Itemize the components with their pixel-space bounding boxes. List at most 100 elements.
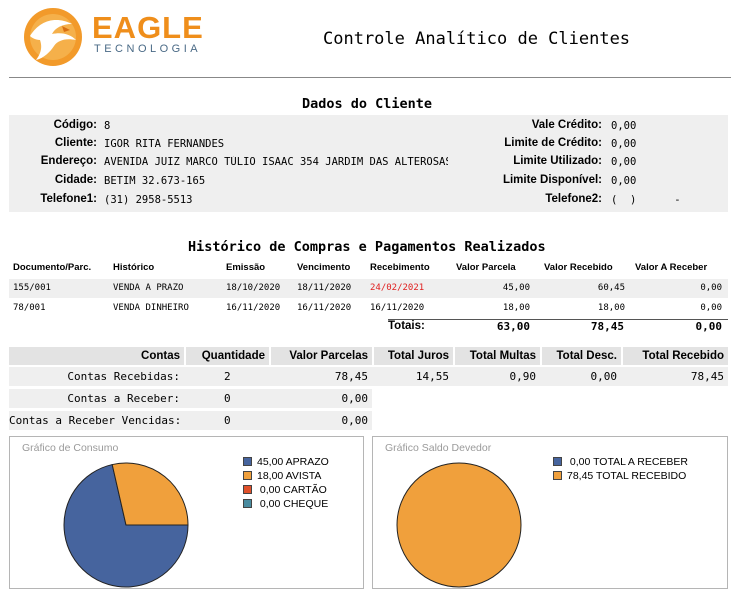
- vale-credito-value: 0,00: [611, 120, 637, 132]
- eagle-logo-icon: [24, 8, 82, 66]
- sum-col-juros: Total Juros: [374, 347, 453, 365]
- vale-credito-label: Vale Crédito:: [531, 119, 602, 131]
- legend-label: 0,00 CHEQUE: [257, 498, 329, 510]
- cidade-value: BETIM 32.673-165: [104, 175, 206, 187]
- cell-valor-recebido: 60,45: [597, 283, 625, 293]
- limite-credito-label: Limite de Crédito:: [504, 137, 602, 149]
- legend-item: 18,00 AVISTA: [243, 470, 321, 482]
- summary-row-1-bg: [9, 367, 728, 386]
- legend-item: 0,00 CARTÃO: [243, 484, 327, 496]
- history-row: 155/001 VENDA A PRAZO 18/10/2020 18/11/2020…: [9, 279, 728, 298]
- col-valor-a-receber: Valor A Receber: [635, 262, 708, 273]
- cell-recebimento: 24/02/2021: [370, 283, 425, 293]
- summary-row-juros: 14,55: [415, 370, 449, 383]
- legend-item: 45,00 APRAZO: [243, 456, 329, 468]
- codigo-value: 8: [104, 120, 111, 132]
- summary-row-quantidade: 2: [224, 370, 231, 383]
- cliente-label: Cliente:: [54, 137, 97, 149]
- sum-col-contas: Contas: [9, 347, 184, 365]
- cell-vencimento: 18/11/2020: [297, 283, 352, 293]
- client-section-title: Dados do Cliente: [302, 96, 433, 112]
- legend-swatch: [243, 471, 252, 480]
- col-valor-recebido: Valor Recebido: [544, 262, 613, 273]
- summary-row-label: Contas a Receber Vencidas:: [9, 414, 182, 427]
- company-logo: EAGLE TECNOLOGIA: [22, 6, 204, 68]
- legend-label: 78,45 TOTAL RECEBIDO: [567, 470, 687, 482]
- legend-label: 45,00 APRAZO: [257, 456, 329, 468]
- limite-utilizado-value: 0,00: [611, 156, 637, 168]
- telefone2-value: ( ) -: [611, 194, 681, 206]
- saldo-pie-chart: [396, 462, 522, 588]
- cell-emissao: 16/11/2020: [226, 303, 281, 313]
- sum-col-multas: Total Multas: [455, 347, 540, 365]
- consumo-chart-panel: Gráfico de Consumo 45,00 APRAZO 18,00 AVI…: [9, 436, 364, 589]
- cell-valor-a-receber: 0,00: [700, 283, 722, 293]
- summary-row-2-bg: [9, 389, 372, 408]
- summary-row-3-bg: [9, 411, 372, 430]
- col-historico: Histórico: [113, 262, 155, 273]
- report-title: Controle Analítico de Clientes: [323, 29, 631, 49]
- total-valor-recebido: 78,45: [590, 320, 624, 333]
- legend-swatch: [553, 457, 562, 466]
- summary-row-valor: 0,00: [341, 414, 369, 427]
- legend-label: 0,00 CARTÃO: [257, 484, 327, 496]
- limite-utilizado-label: Limite Utilizado:: [513, 155, 602, 167]
- limite-disponivel-label: Limite Disponível:: [502, 174, 602, 186]
- summary-row-label: Contas a Receber:: [67, 392, 180, 405]
- legend-swatch: [243, 457, 252, 466]
- cell-valor-recebido: 18,00: [597, 303, 625, 313]
- client-data-panel: [9, 115, 728, 212]
- summary-row-quantidade: 0: [224, 414, 231, 427]
- cell-documento: 78/001: [13, 303, 46, 313]
- legend-label: 18,00 AVISTA: [257, 470, 322, 482]
- limite-credito-value: 0,00: [611, 138, 637, 150]
- legend-item: 0,00 TOTAL A RECEBER: [553, 456, 688, 468]
- endereco-label: Endereço:: [40, 155, 97, 167]
- total-valor-parcela: 63,00: [496, 320, 530, 333]
- summary-row-recebido: 78,45: [690, 370, 724, 383]
- cell-historico: VENDA DINHEIRO: [113, 303, 189, 313]
- legend-swatch: [553, 471, 562, 480]
- history-table-header: Documento/Parc. Histórico Emissão Vencim…: [9, 262, 728, 277]
- telefone1-label: Telefone1:: [40, 193, 97, 205]
- col-vencimento: Vencimento: [297, 262, 351, 273]
- col-documento: Documento/Parc.: [13, 262, 92, 273]
- cell-emissao: 18/10/2020: [226, 283, 281, 293]
- summary-row-valor: 0,00: [341, 392, 369, 405]
- brand-name: EAGLE: [92, 10, 204, 45]
- pie-slice-aprazo: [63, 463, 189, 588]
- sum-col-valor-parcelas: Valor Parcelas: [271, 347, 372, 365]
- totals-label: Totais:: [388, 320, 425, 332]
- history-section-title: Histórico de Compras e Pagamentos Realiz…: [188, 239, 546, 255]
- col-emissao: Emissão: [226, 262, 266, 273]
- pie-slice-total-recebido: [396, 462, 522, 588]
- cell-vencimento: 16/11/2020: [297, 303, 352, 313]
- legend-item: 0,00 CHEQUE: [243, 498, 328, 510]
- cidade-label: Cidade:: [54, 174, 97, 186]
- cell-valor-parcela: 45,00: [502, 283, 530, 293]
- sum-col-recebido: Total Recebido: [623, 347, 728, 365]
- col-valor-parcela: Valor Parcela: [456, 262, 516, 273]
- cell-valor-a-receber: 0,00: [700, 303, 722, 313]
- legend-swatch: [243, 499, 252, 508]
- col-recebimento: Recebimento: [370, 262, 430, 273]
- sum-col-desc: Total Desc.: [542, 347, 621, 365]
- summary-row-desc: 0,00: [590, 370, 618, 383]
- legend-label: 0,00 TOTAL A RECEBER: [567, 456, 689, 468]
- summary-row-quantidade: 0: [224, 392, 231, 405]
- legend-swatch: [243, 485, 252, 494]
- cell-recebimento: 16/11/2020: [370, 303, 425, 313]
- summary-row-multas: 0,90: [509, 370, 537, 383]
- cell-historico: VENDA A PRAZO: [113, 283, 184, 293]
- saldo-chart-panel: Gráfico Saldo Devedor 0,00 TOTAL A RECEB…: [372, 436, 728, 589]
- summary-row-valor: 78,45: [334, 370, 368, 383]
- total-valor-a-receber: 0,00: [695, 320, 723, 333]
- sum-col-quantidade: Quantidade: [186, 347, 269, 365]
- brand-subtitle: TECNOLOGIA: [94, 43, 202, 55]
- telefone1-value: (31) 2958-5513: [104, 194, 193, 206]
- cell-valor-parcela: 18,00: [502, 303, 530, 313]
- endereco-value: AVENIDA JUIZ MARCO TÚLIO ISAAC 354 JARDI…: [104, 156, 448, 168]
- summary-row-label: Contas Recebidas:: [67, 370, 180, 383]
- pie-slice-avista: [111, 462, 189, 526]
- cell-documento: 155/001: [13, 283, 51, 293]
